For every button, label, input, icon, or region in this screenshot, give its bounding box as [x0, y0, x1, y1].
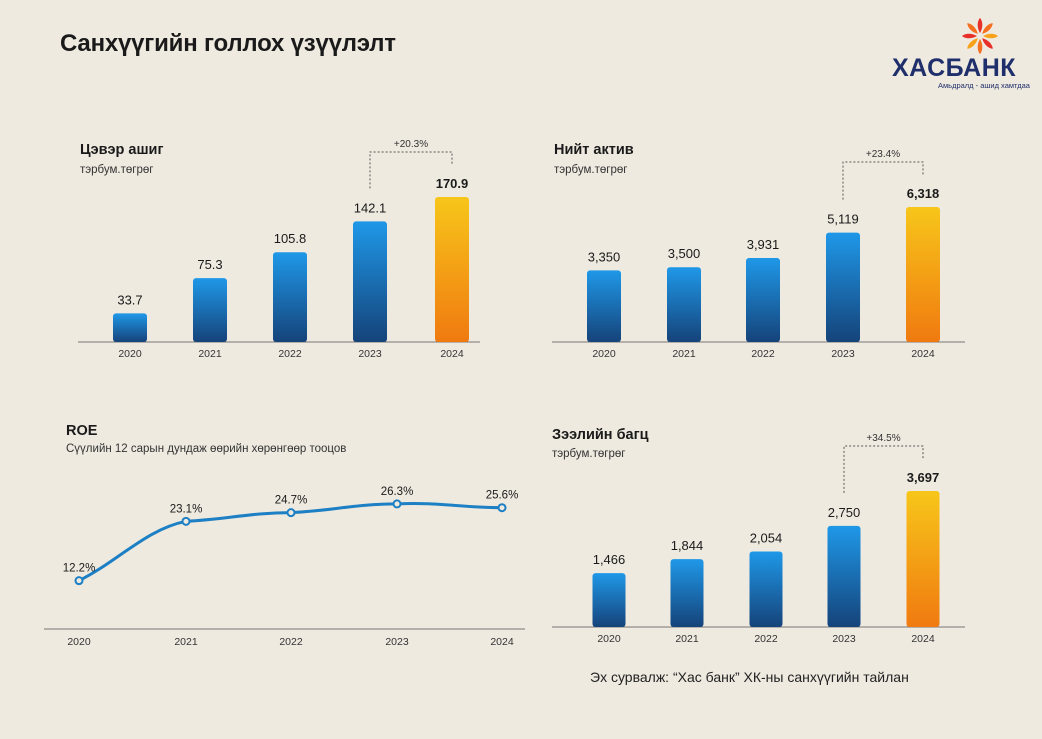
- roe-category-label-2023: 2023: [385, 636, 409, 648]
- value-label-2021: 75.3: [197, 257, 222, 272]
- roe-point-2020: [74, 576, 84, 586]
- roe-category-label-2021: 2021: [174, 636, 198, 648]
- bar-2022: [273, 252, 307, 342]
- net-profit-title: Цэвэр ашиг: [80, 142, 164, 158]
- value-label-2020: 1,466: [593, 552, 626, 567]
- roe-category-label-2020: 2020: [67, 636, 91, 648]
- value-label-2023: 2,750: [828, 505, 861, 520]
- category-label-2023: 2023: [832, 633, 856, 645]
- loan-portfolio-subtitle: тэрбум.төгрөг: [552, 448, 626, 460]
- category-label-2022: 2022: [751, 348, 775, 360]
- value-label-2021: 3,500: [668, 246, 701, 261]
- value-label-2024: 170.9: [436, 176, 469, 191]
- growth-bracket: [369, 151, 453, 189]
- total-assets-title: Нийт актив: [554, 142, 634, 158]
- category-label-2022: 2022: [754, 633, 778, 645]
- category-label-2023: 2023: [358, 348, 382, 360]
- bar-2023: [826, 232, 860, 342]
- roe-point-2022: [286, 508, 296, 518]
- roe-category-label-2024: 2024: [490, 636, 514, 648]
- total-assets-chart: 3,350 2020 3,500 2021 3,931 2022 5,119 2023 6,31…: [552, 149, 965, 360]
- roe-point-2024: [497, 503, 507, 513]
- category-label-2021: 2021: [198, 348, 222, 360]
- category-label-2021: 2021: [672, 348, 696, 360]
- growth-bracket: [842, 161, 924, 200]
- bar-2023: [827, 525, 861, 627]
- roe-category-label-2022: 2022: [279, 636, 303, 648]
- value-label-2023: 5,119: [827, 212, 859, 227]
- category-label-2021: 2021: [675, 633, 699, 645]
- value-label-2022: 105.8: [274, 231, 307, 246]
- bar-2024: [435, 197, 469, 342]
- roe-point-2021: [181, 516, 191, 526]
- category-label-2020: 2020: [597, 633, 621, 645]
- category-label-2020: 2020: [592, 348, 616, 360]
- growth-label: +34.5%: [866, 433, 900, 444]
- bar-2023: [353, 221, 387, 342]
- khasbank-logo-icon: [962, 18, 998, 54]
- bar-2021: [667, 267, 701, 342]
- loan-portfolio-title: Зээлийн багц: [552, 427, 649, 443]
- net-profit-panel: Цэвэр ашиг тэрбум.төгрөг 33.7 2020 75.3 202…: [60, 130, 490, 370]
- value-label-2023: 142.1: [354, 200, 387, 215]
- roe-title: ROE: [66, 423, 98, 439]
- bar-2021: [193, 278, 227, 342]
- value-label-2021: 1,844: [671, 538, 704, 553]
- roe-value-label-2023: 26.3%: [381, 486, 414, 498]
- growth-label: +20.3%: [394, 139, 428, 150]
- logo-tagline: Амьдралд - ашид хамтдаа: [938, 81, 1030, 90]
- bar-2024: [906, 207, 940, 342]
- category-label-2020: 2020: [118, 348, 142, 360]
- total-assets-subtitle: тэрбум.төгрөг: [554, 164, 628, 176]
- growth-label: +23.4%: [866, 149, 900, 160]
- bar-2022: [749, 551, 783, 627]
- value-label-2020: 3,350: [588, 249, 621, 264]
- source-note: Эх сурвалж: “Хас банк” ХК-ны санхүүгийн …: [590, 669, 909, 685]
- roe-chart: 12.2% 2020 23.1% 2021 24.7% 2022 26.3% 2023 25.6…: [44, 486, 525, 648]
- bar-2022: [746, 258, 780, 342]
- roe-value-label-2021: 23.1%: [170, 503, 203, 515]
- roe-panel: ROE Сүүлийн 12 сарын дундаж өөрийн хөрөн…: [40, 410, 530, 660]
- bar-2024: [906, 491, 940, 627]
- loan-portfolio-panel: Зээлийн багц тэрбум.төгрөг 1,466 2020 1,84…: [535, 410, 975, 660]
- category-label-2024: 2024: [440, 348, 464, 360]
- bar-2020: [113, 313, 147, 342]
- total-assets-panel: Нийт актив тэрбум.төгрөг 3,350 2020 3,500 2…: [535, 130, 975, 370]
- net-profit-subtitle: тэрбум.төгрөг: [80, 164, 154, 176]
- category-label-2022: 2022: [278, 348, 302, 360]
- category-label-2023: 2023: [831, 348, 855, 360]
- value-label-2024: 6,318: [907, 186, 940, 201]
- roe-value-label-2024: 25.6%: [486, 490, 519, 502]
- bar-2021: [670, 559, 704, 627]
- value-label-2022: 2,054: [750, 530, 783, 545]
- roe-value-label-2020: 12.2%: [63, 563, 96, 575]
- growth-bracket: [843, 445, 924, 493]
- logo-wordmark: ХАСБАНК: [892, 54, 1017, 82]
- bar-2020: [592, 573, 626, 627]
- net-profit-chart: 33.7 2020 75.3 2021 105.8 2022 142.1 2023 170.9 2…: [78, 139, 480, 360]
- roe-point-2023: [392, 499, 402, 509]
- loan-portfolio-chart: 1,466 2020 1,844 2021 2,054 2022 2,750 2023 3,69…: [552, 433, 965, 645]
- bar-2020: [587, 270, 621, 342]
- value-label-2020: 33.7: [117, 292, 142, 307]
- page-title: Санхүүгийн голлох үзүүлэлт: [60, 30, 396, 57]
- roe-subtitle: Сүүлийн 12 сарын дундаж өөрийн хөрөнгөөр…: [66, 443, 347, 455]
- value-label-2024: 3,697: [907, 470, 940, 485]
- category-label-2024: 2024: [911, 348, 935, 360]
- roe-value-label-2022: 24.7%: [275, 495, 308, 507]
- bank-logo: ХАСБАНК Амьдралд - ашид хамтдаа: [892, 18, 1032, 96]
- value-label-2022: 3,931: [747, 237, 780, 252]
- category-label-2024: 2024: [911, 633, 935, 645]
